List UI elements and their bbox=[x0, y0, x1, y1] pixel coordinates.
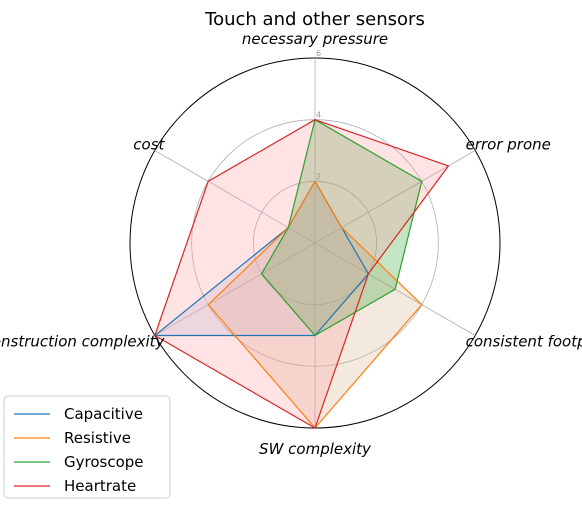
legend-box bbox=[3, 395, 171, 499]
legend-entry-label: Gyroscope bbox=[64, 453, 144, 471]
series-line-gyroscope bbox=[260, 118, 423, 337]
legend: Capacitive Resistive Gyroscope Heartrate bbox=[3, 395, 171, 499]
series-line-heartrate bbox=[154, 119, 450, 429]
axis-label: SW complexity bbox=[259, 440, 372, 458]
legend-entry-label: Resistive bbox=[64, 429, 131, 447]
axis-label: consistent footprint bbox=[466, 333, 582, 351]
axis-spoke bbox=[154, 242, 316, 336]
axis-label: error prone bbox=[466, 136, 551, 154]
legend-entry-label: Capacitive bbox=[64, 405, 143, 423]
legend-entry-label: Heartrate bbox=[64, 477, 136, 495]
radial-tick-label: 2 bbox=[316, 172, 321, 181]
series-fill-capacitive bbox=[154, 181, 369, 336]
axis-label: necessary pressure bbox=[242, 30, 388, 48]
series-fill-heartrate bbox=[154, 119, 449, 428]
axis-labels: necessary pressure error prone consistent … bbox=[0, 30, 582, 458]
chart-title: Touch and other sensors bbox=[204, 9, 425, 30]
series-lines bbox=[153, 118, 450, 429]
axis-label: cost bbox=[133, 136, 165, 154]
radial-tick-label: 6 bbox=[316, 49, 321, 58]
series-fills bbox=[154, 119, 449, 428]
axis-label: construction complexity bbox=[0, 333, 166, 351]
radial-tick-label: 4 bbox=[316, 111, 321, 120]
